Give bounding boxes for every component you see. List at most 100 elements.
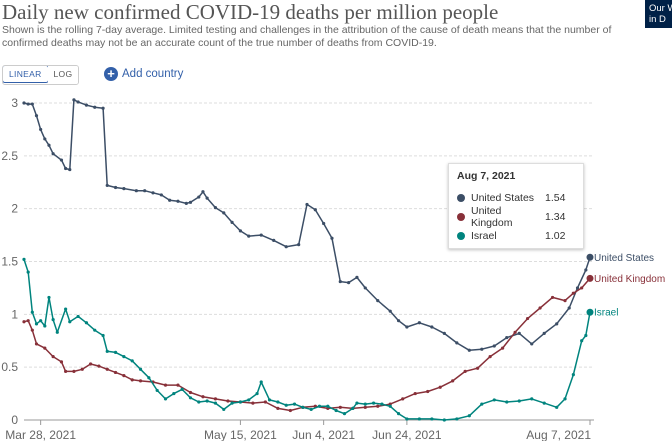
data-point bbox=[417, 321, 421, 325]
data-point bbox=[201, 395, 205, 399]
data-point bbox=[442, 418, 446, 422]
series-color-dot bbox=[457, 231, 465, 240]
data-point bbox=[530, 342, 534, 346]
data-point bbox=[39, 319, 43, 323]
data-point bbox=[355, 275, 359, 279]
scale-toggle: LINEAR LOG bbox=[2, 65, 80, 85]
data-point bbox=[34, 322, 39, 326]
tooltip-series-name: United Kingdom bbox=[471, 204, 513, 229]
end-point-marker bbox=[586, 274, 594, 282]
data-point bbox=[201, 190, 205, 194]
data-point bbox=[438, 385, 442, 389]
data-point bbox=[538, 306, 542, 310]
data-point bbox=[213, 401, 218, 405]
data-point bbox=[426, 389, 430, 394]
data-point bbox=[34, 342, 39, 346]
data-point bbox=[305, 202, 309, 207]
data-point bbox=[363, 286, 367, 290]
data-point bbox=[188, 200, 193, 204]
data-point bbox=[442, 331, 446, 335]
data-point bbox=[34, 114, 39, 118]
data-point bbox=[101, 333, 105, 338]
data-point bbox=[555, 405, 559, 409]
data-point bbox=[571, 372, 575, 377]
data-point bbox=[542, 401, 546, 405]
data-point bbox=[351, 406, 355, 410]
data-point bbox=[505, 400, 509, 404]
data-point bbox=[480, 347, 484, 351]
data-point bbox=[47, 295, 51, 300]
data-point bbox=[205, 399, 209, 403]
data-point bbox=[30, 328, 34, 332]
series-line-united-kingdom bbox=[23, 277, 591, 412]
data-point bbox=[455, 417, 459, 421]
data-point bbox=[317, 404, 322, 408]
data-point bbox=[326, 404, 330, 408]
data-point bbox=[47, 143, 51, 147]
data-point bbox=[59, 360, 64, 364]
data-point bbox=[505, 335, 509, 340]
data-point bbox=[134, 189, 138, 193]
data-point bbox=[371, 401, 376, 405]
data-point bbox=[43, 137, 47, 141]
data-point bbox=[259, 380, 263, 384]
data-point bbox=[213, 397, 218, 401]
end-label-israel: Israel bbox=[594, 308, 618, 319]
end-label-united-kingdom: United Kingdom bbox=[594, 274, 665, 285]
add-country-button[interactable]: + Add country bbox=[104, 65, 183, 83]
data-point bbox=[159, 193, 163, 197]
data-point bbox=[43, 324, 47, 328]
data-point bbox=[51, 152, 55, 156]
y-tick-label: 3 bbox=[11, 96, 18, 110]
data-point bbox=[51, 318, 55, 322]
data-point bbox=[43, 346, 47, 350]
data-point bbox=[380, 402, 384, 406]
data-point bbox=[163, 397, 168, 401]
x-tick-label: May 15, 2021 bbox=[204, 428, 277, 441]
data-point bbox=[180, 387, 184, 391]
data-point bbox=[413, 391, 417, 396]
data-point bbox=[517, 399, 521, 403]
data-point bbox=[542, 331, 546, 335]
data-point bbox=[451, 379, 455, 383]
data-point bbox=[238, 229, 243, 233]
tooltip-series-value: 1.54 bbox=[545, 191, 566, 204]
data-point bbox=[197, 400, 201, 404]
y-tick-label: 2.5 bbox=[1, 149, 18, 163]
data-point bbox=[113, 350, 118, 354]
log-scale-button[interactable]: LOG bbox=[47, 66, 79, 84]
tooltip-row-israel: Israel 1.02 bbox=[457, 226, 575, 245]
owid-logo[interactable]: Our W in D bbox=[645, 0, 672, 28]
data-point bbox=[122, 355, 126, 359]
x-tick-label: Mar 28, 2021 bbox=[5, 428, 76, 441]
data-point bbox=[347, 281, 351, 285]
data-point bbox=[492, 344, 496, 348]
data-point bbox=[342, 412, 347, 416]
data-point bbox=[30, 102, 34, 106]
data-point bbox=[396, 412, 401, 416]
data-point bbox=[571, 291, 575, 295]
data-point bbox=[563, 298, 567, 303]
chart-title: Daily new confirmed COVID-19 deaths per … bbox=[2, 0, 499, 24]
data-point bbox=[222, 211, 226, 215]
data-point bbox=[230, 220, 234, 225]
chart-subtitle: Shown is the rolling 7-day average. Limi… bbox=[2, 24, 612, 49]
data-point bbox=[76, 314, 80, 319]
data-point bbox=[301, 405, 305, 409]
data-point bbox=[480, 402, 484, 406]
data-point bbox=[467, 348, 471, 352]
tooltip-row-united-states: United States 1.54 bbox=[457, 188, 575, 207]
data-point bbox=[517, 331, 521, 335]
data-point bbox=[396, 319, 401, 323]
data-point bbox=[143, 189, 147, 193]
data-point bbox=[72, 98, 76, 102]
data-point bbox=[39, 127, 43, 132]
data-point bbox=[492, 398, 496, 402]
data-point bbox=[338, 405, 342, 409]
data-point bbox=[376, 298, 380, 303]
data-point bbox=[417, 417, 421, 421]
data-point bbox=[550, 295, 555, 300]
data-point bbox=[284, 245, 288, 249]
data-point bbox=[176, 383, 180, 387]
data-point bbox=[168, 198, 172, 202]
